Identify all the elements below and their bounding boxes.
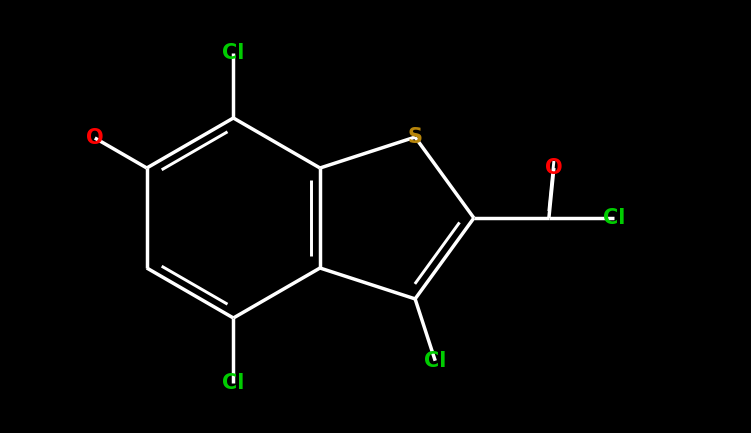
Text: Cl: Cl: [603, 208, 625, 228]
Text: Cl: Cl: [222, 43, 245, 63]
Text: O: O: [86, 128, 104, 148]
Text: Cl: Cl: [424, 351, 446, 371]
Text: S: S: [408, 127, 423, 147]
Text: O: O: [545, 158, 562, 178]
Text: Cl: Cl: [222, 373, 245, 393]
